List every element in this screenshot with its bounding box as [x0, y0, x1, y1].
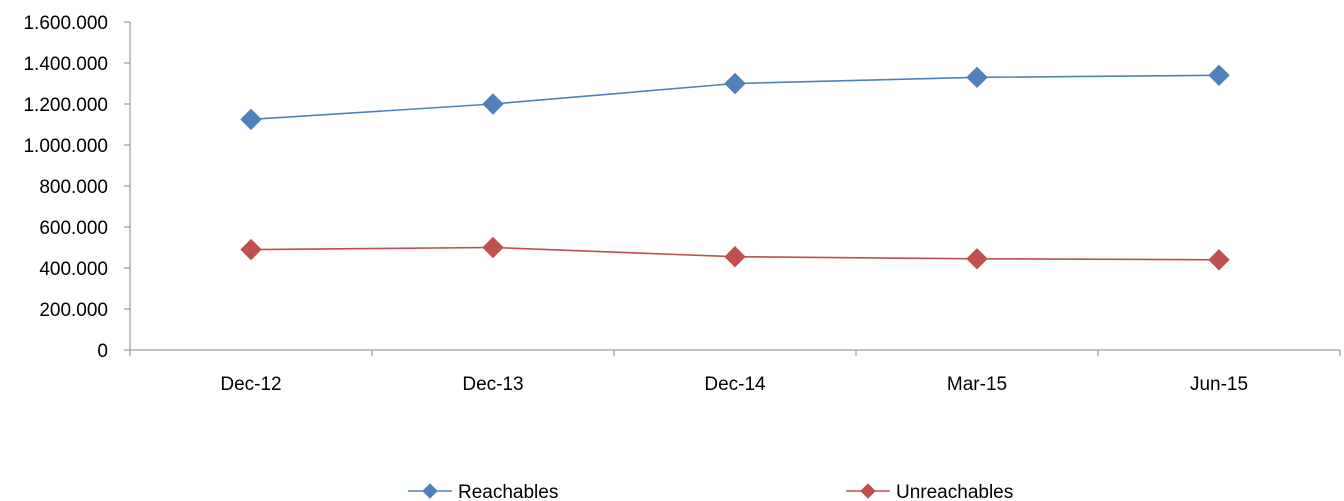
data-point: [724, 72, 746, 95]
legend-marker: [860, 483, 876, 499]
data-point: [724, 246, 746, 268]
y-tick-label: 200.000: [39, 300, 108, 321]
y-tick-label: 1.200.000: [23, 95, 108, 116]
data-point: [482, 236, 504, 259]
data-point: [482, 93, 504, 115]
x-axis: Dec-12 Dec-13 Dec-14 Mar-15 Jun-15: [129, 349, 1341, 395]
x-tick-label: Mar-15: [947, 374, 1007, 395]
series-reachables: [240, 64, 1230, 131]
y-axis: 0 200.000 400.000 600.000 800.000 1.000.000 1.…: [23, 13, 131, 362]
legend-entry: Reachables: [408, 482, 558, 501]
data-point: [1208, 249, 1230, 271]
y-tick-label: 400.000: [39, 259, 108, 280]
series-unreachables: [240, 236, 1230, 271]
data-point: [240, 238, 262, 261]
legend-marker: [422, 483, 438, 499]
y-tick-label: 1.600.000: [23, 13, 108, 34]
legend-label: Reachables: [458, 482, 558, 501]
y-tick-label: 1.000.000: [23, 136, 108, 157]
series-plot-area: [240, 64, 1230, 271]
data-point: [240, 108, 262, 131]
x-tick-label: Jun-15: [1190, 374, 1248, 395]
y-tick-label: 1.400.000: [23, 54, 108, 75]
y-tick-label: 600.000: [39, 218, 108, 239]
data-point: [966, 66, 988, 89]
legend: Reachables Unreachables: [408, 482, 1013, 501]
x-tick-label: Dec-13: [462, 374, 523, 395]
data-point: [1208, 64, 1230, 87]
y-tick-label: 800.000: [39, 177, 108, 198]
legend-label: Unreachables: [896, 482, 1013, 501]
legend-entry: Unreachables: [846, 482, 1013, 501]
x-tick-label: Dec-12: [220, 374, 281, 395]
y-tick-label: 0: [97, 341, 108, 362]
data-point: [966, 248, 988, 270]
x-tick-label: Dec-14: [704, 374, 766, 395]
